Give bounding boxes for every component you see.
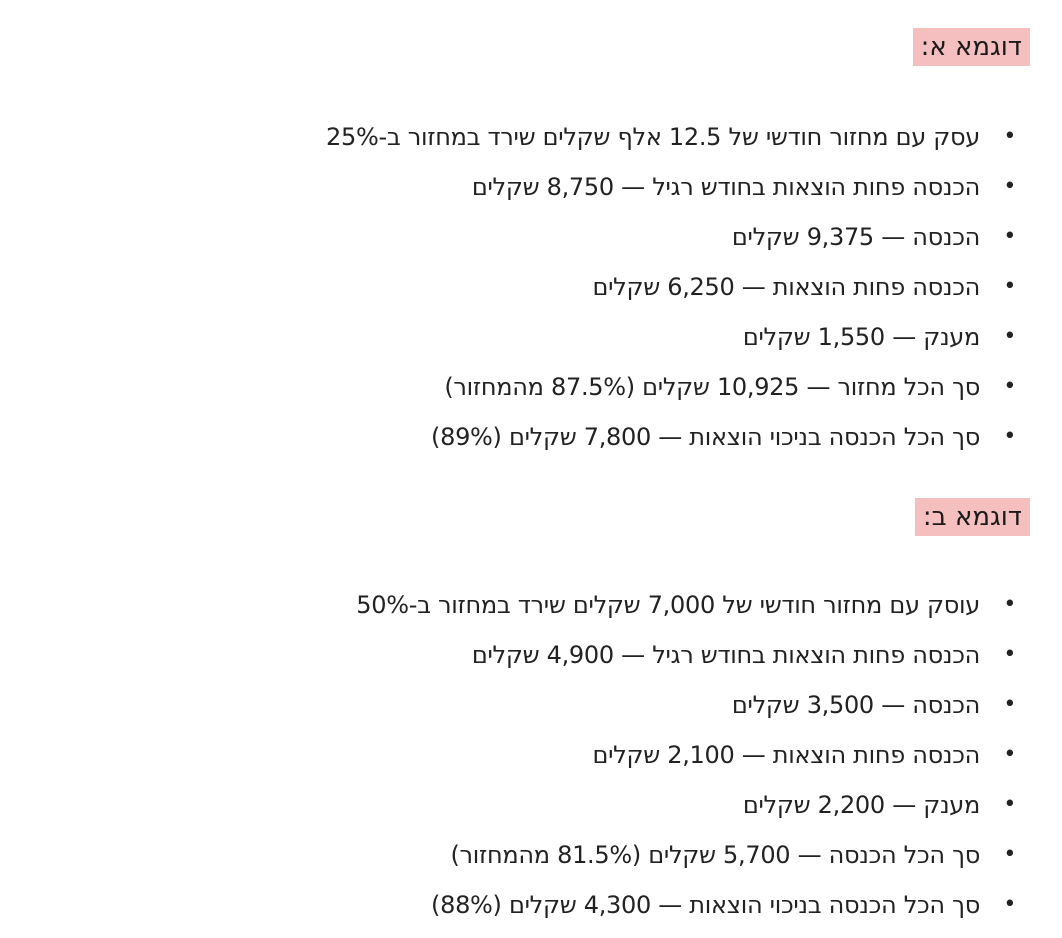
list-item-text: הכנסה פחות הוצאות בחודש רגיל — 4,900 שקל… xyxy=(471,641,980,669)
bullet-icon: • xyxy=(1003,374,1016,399)
list-item-text: הכנסה פחות הוצאות — 2,100 שקלים xyxy=(592,741,980,769)
list-item: • עוסק עם מחזור חודשי של 7,000 שקלים שירד… xyxy=(20,580,1030,630)
bullet-icon: • xyxy=(1003,692,1016,717)
bullet-icon: • xyxy=(1003,742,1016,767)
example-a-heading: דוגמא א: xyxy=(912,28,1030,66)
bullet-icon: • xyxy=(1003,424,1016,449)
list-item: • מענק — 1,550 שקלים xyxy=(20,312,1030,362)
list-item: • הכנסה פחות הוצאות בחודש רגיל — 4,900 שק… xyxy=(20,630,1030,680)
list-item-text: מענק — 1,550 שקלים xyxy=(742,323,980,351)
list-item: • מענק — 2,200 שקלים xyxy=(20,780,1030,830)
bullet-icon: • xyxy=(1003,124,1016,149)
list-item-text: הכנסה פחות הוצאות — 6,250 שקלים xyxy=(592,273,980,301)
list-item-text: עסק עם מחזור חודשי של 12.5 אלף שקלים שיר… xyxy=(326,123,980,151)
example-b-section: דוגמא ב: • עוסק עם מחזור חודשי של 7,000 ש… xyxy=(20,498,1030,930)
list-item-text: סך הכל מחזור — 10,925 שקלים (87.5% מהמחז… xyxy=(444,373,980,401)
list-item-text: מענק — 2,200 שקלים xyxy=(742,791,980,819)
bullet-icon: • xyxy=(1003,892,1016,917)
bullet-icon: • xyxy=(1003,592,1016,617)
example-b-heading: דוגמא ב: xyxy=(914,498,1030,536)
list-item-text: סך הכל הכנסה בניכוי הוצאות — 4,300 שקלים… xyxy=(431,891,980,919)
list-item-text: סך הכל הכנסה בניכוי הוצאות — 7,800 שקלים… xyxy=(431,423,980,451)
bullet-icon: • xyxy=(1003,324,1016,349)
list-item: • סך הכל מחזור — 10,925 שקלים (87.5% מהמח… xyxy=(20,362,1030,412)
bullet-icon: • xyxy=(1003,174,1016,199)
list-item-text: עוסק עם מחזור חודשי של 7,000 שקלים שירד … xyxy=(356,591,980,619)
list-item-text: הכנסה פחות הוצאות בחודש רגיל — 8,750 שקל… xyxy=(471,173,980,201)
list-item: • סך הכל הכנסה בניכוי הוצאות — 4,300 שקלי… xyxy=(20,880,1030,930)
list-item: • הכנסה פחות הוצאות בחודש רגיל — 8,750 שק… xyxy=(20,162,1030,212)
list-item-text: סך הכל הכנסה — 5,700 שקלים (81.5% מהמחזו… xyxy=(450,841,980,869)
example-b-list: • עוסק עם מחזור חודשי של 7,000 שקלים שירד… xyxy=(20,580,1030,930)
bullet-icon: • xyxy=(1003,642,1016,667)
list-item: • הכנסה — 9,375 שקלים xyxy=(20,212,1030,262)
example-a-section: דוגמא א: • עסק עם מחזור חודשי של 12.5 אלף… xyxy=(20,28,1030,462)
list-item-text: הכנסה — 3,500 שקלים xyxy=(731,691,980,719)
list-item: • סך הכל הכנסה — 5,700 שקלים (81.5% מהמחז… xyxy=(20,830,1030,880)
bullet-icon: • xyxy=(1003,274,1016,299)
list-item: • סך הכל הכנסה בניכוי הוצאות — 7,800 שקלי… xyxy=(20,412,1030,462)
list-item: • עסק עם מחזור חודשי של 12.5 אלף שקלים שי… xyxy=(20,112,1030,162)
bullet-icon: • xyxy=(1003,224,1016,249)
list-item: • הכנסה פחות הוצאות — 6,250 שקלים xyxy=(20,262,1030,312)
list-item: • הכנסה — 3,500 שקלים xyxy=(20,680,1030,730)
list-item-text: הכנסה — 9,375 שקלים xyxy=(731,223,980,251)
example-a-list: • עסק עם מחזור חודשי של 12.5 אלף שקלים שי… xyxy=(20,112,1030,462)
bullet-icon: • xyxy=(1003,842,1016,867)
bullet-icon: • xyxy=(1003,792,1016,817)
list-item: • הכנסה פחות הוצאות — 2,100 שקלים xyxy=(20,730,1030,780)
